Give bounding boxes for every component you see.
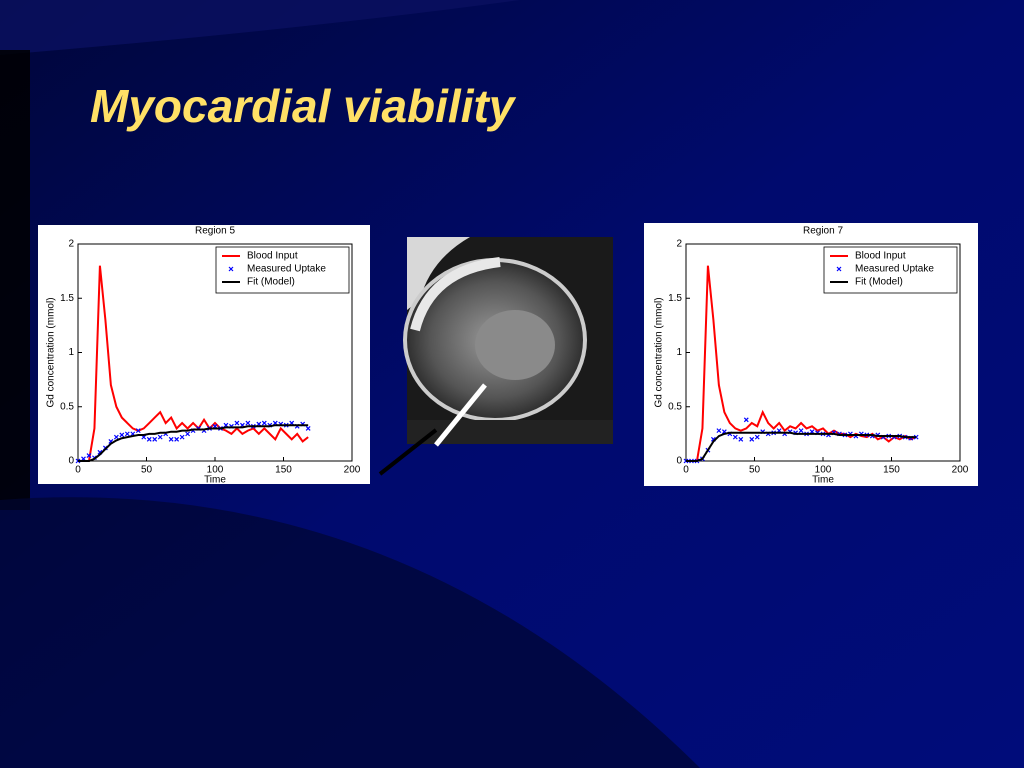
chart-title: Region 5 xyxy=(195,226,235,237)
legend-swatch xyxy=(228,266,234,272)
y-tick-label: 1.5 xyxy=(60,293,74,304)
data-point xyxy=(157,434,163,440)
data-point xyxy=(179,434,185,440)
data-line xyxy=(686,265,917,462)
y-tick-label: 2 xyxy=(68,239,74,250)
x-tick-label: 50 xyxy=(141,465,153,476)
chart: Region 5 0 50 100 150 200 0 0.5 1 1.5 2 Time Gd conc… xyxy=(38,225,370,486)
data-point xyxy=(168,436,174,442)
data-line xyxy=(78,424,309,462)
x-axis-label: Time xyxy=(204,475,226,486)
y-tick-label: 1 xyxy=(676,347,682,358)
data-point xyxy=(743,417,749,423)
legend-label: Blood Input xyxy=(855,251,906,262)
y-tick-label: 0.5 xyxy=(60,401,74,412)
x-tick-label: 100 xyxy=(815,465,832,476)
data-point xyxy=(798,428,804,434)
legend-label: Measured Uptake xyxy=(247,264,326,275)
data-point xyxy=(86,453,92,458)
y-axis-label: Gd concentration (mmol) xyxy=(46,297,57,407)
legend-label: Fit (Model) xyxy=(247,277,295,288)
data-point xyxy=(124,431,130,437)
y-tick-label: 0 xyxy=(68,456,74,467)
data-line xyxy=(78,265,309,462)
bg-swoosh xyxy=(0,0,520,55)
y-tick-label: 1.5 xyxy=(668,293,682,304)
data-point xyxy=(119,432,125,438)
x-tick-label: 200 xyxy=(344,465,361,476)
y-tick-label: 1 xyxy=(68,347,74,358)
data-line xyxy=(686,431,917,462)
data-point xyxy=(234,420,240,426)
y-tick-label: 2 xyxy=(676,239,682,250)
x-axis-label: Time xyxy=(812,475,834,486)
data-point xyxy=(113,434,119,440)
data-point xyxy=(738,436,744,442)
data-point xyxy=(732,434,738,440)
x-tick-label: 50 xyxy=(749,465,761,476)
legend-swatch xyxy=(836,266,842,272)
legend-label: Blood Input xyxy=(247,251,298,262)
y-tick-label: 0.5 xyxy=(668,401,682,412)
chart: Region 7 0 50 100 150 200 0 0.5 1 1.5 2 Time Gd conc… xyxy=(644,223,978,486)
data-point xyxy=(716,428,722,434)
data-point xyxy=(185,431,191,437)
y-tick-label: 0 xyxy=(676,456,682,467)
data-point xyxy=(245,420,251,426)
x-tick-label: 100 xyxy=(207,465,224,476)
data-point xyxy=(152,436,158,442)
legend-label: Measured Uptake xyxy=(855,264,934,275)
x-tick-label: 0 xyxy=(683,465,689,476)
x-tick-label: 200 xyxy=(952,465,969,476)
chart-title: Region 7 xyxy=(803,226,843,237)
y-axis-label: Gd concentration (mmol) xyxy=(654,297,665,407)
bg-swoosh xyxy=(0,497,700,768)
data-point xyxy=(261,420,267,426)
legend-box xyxy=(215,246,350,294)
data-point xyxy=(135,428,141,434)
legend-label: Fit (Model) xyxy=(855,277,903,288)
data-point xyxy=(174,436,180,442)
data-point xyxy=(305,426,311,431)
x-tick-label: 150 xyxy=(883,465,900,476)
legend-box xyxy=(823,246,958,294)
slide-title: Myocardial viability xyxy=(90,80,517,132)
data-point xyxy=(754,434,760,440)
mri-image xyxy=(378,237,613,476)
bg-edge xyxy=(0,50,30,510)
x-tick-label: 150 xyxy=(275,465,292,476)
x-tick-label: 0 xyxy=(75,465,81,476)
data-point xyxy=(146,436,152,442)
data-point xyxy=(749,436,755,442)
